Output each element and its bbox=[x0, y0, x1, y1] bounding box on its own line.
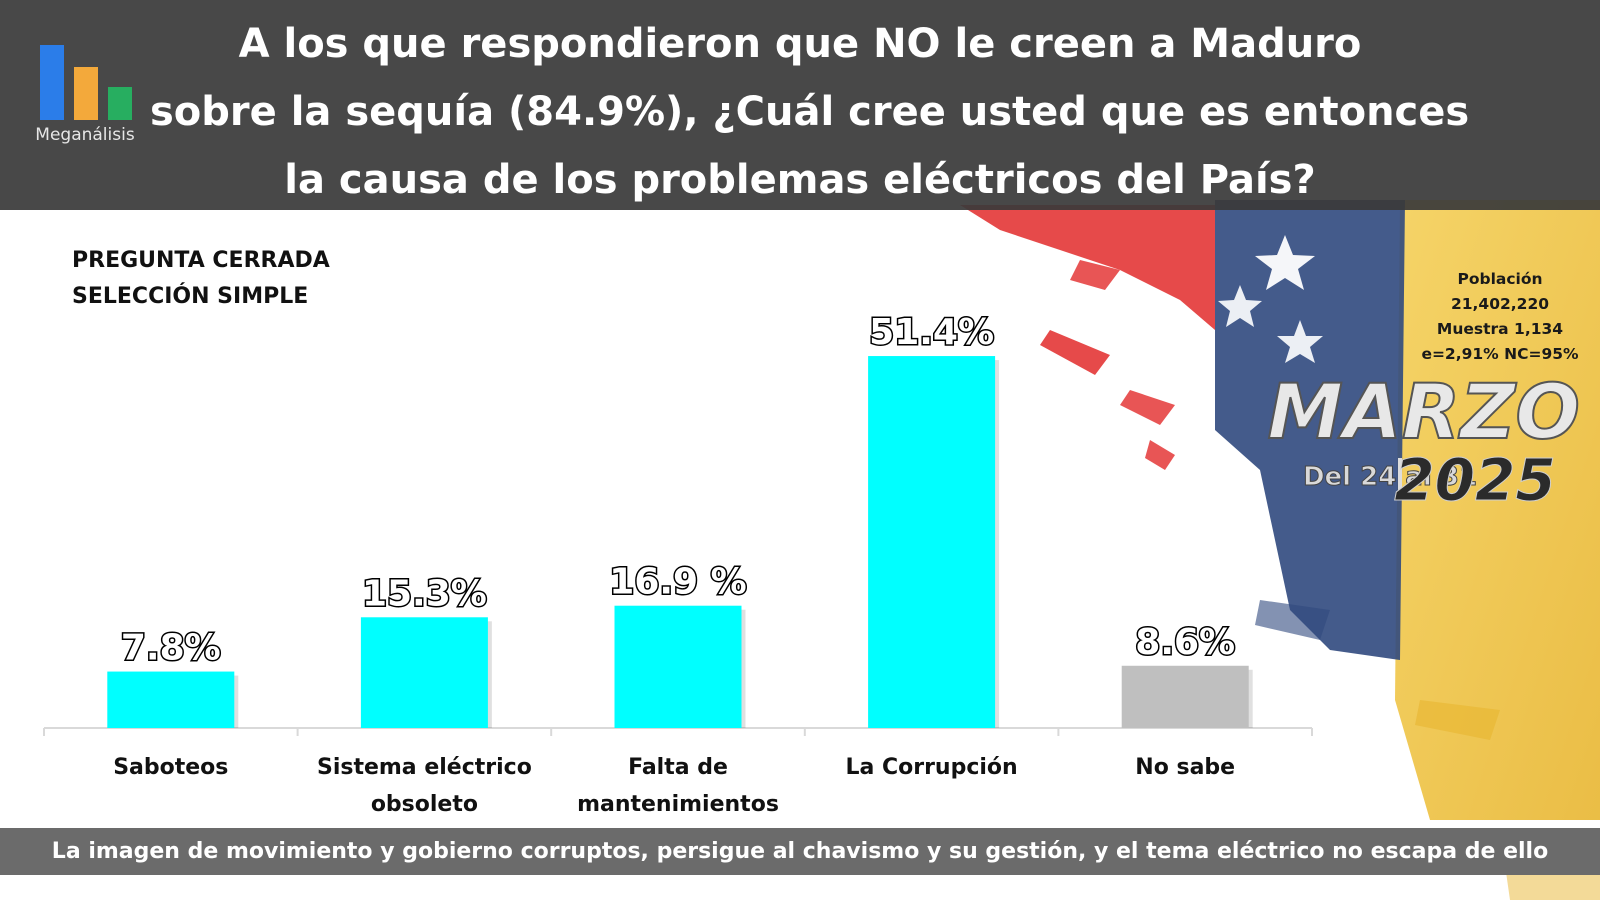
data-label: 51.4% bbox=[869, 312, 994, 353]
title-line-3: la causa de los problemas eléctricos del… bbox=[284, 157, 1316, 203]
data-label: 15.3% bbox=[362, 573, 487, 614]
header-bar: Meganálisis A los que respondieron que N… bbox=[0, 0, 1600, 210]
category-label: Falta de bbox=[628, 755, 728, 780]
period-month: MARZO bbox=[1267, 367, 1580, 456]
category-label: La Corrupción bbox=[845, 755, 1017, 780]
period-year: 2025 bbox=[1394, 446, 1555, 514]
survey-info: Población 21,402,220 Muestra 1,134 e=2,9… bbox=[1405, 267, 1595, 367]
footer-caption: La imagen de movimiento y gobierno corru… bbox=[0, 828, 1600, 875]
muestra-text: Muestra 1,134 bbox=[1436, 320, 1564, 338]
poblacion-label: Población bbox=[1457, 270, 1543, 288]
category-label: Sistema eléctrico bbox=[317, 755, 532, 780]
period-range: Del 24 al 31 bbox=[1303, 462, 1477, 492]
question-type: PREGUNTA CERRADA SELECCIÓN SIMPLE bbox=[72, 243, 330, 315]
bar bbox=[360, 617, 488, 728]
period-stamp: MARZO Del 24 al 31 2025 bbox=[1266, 366, 1581, 515]
page-title: A los que respondieron que NO le creen a… bbox=[150, 10, 1470, 214]
logo-text: Meganálisis bbox=[35, 125, 135, 145]
data-label: 16.9 % bbox=[609, 562, 746, 603]
bar bbox=[1121, 665, 1249, 728]
question-type-line-2: SELECCIÓN SIMPLE bbox=[72, 284, 309, 309]
title-line-1: A los que respondieron que NO le creen a… bbox=[238, 21, 1362, 67]
meganalisis-logo: Meganálisis bbox=[30, 40, 140, 150]
bar bbox=[107, 671, 235, 728]
category-label: No sabe bbox=[1135, 755, 1235, 780]
data-label: 8.6% bbox=[1135, 622, 1235, 663]
data-label: 7.8% bbox=[121, 628, 221, 669]
bar bbox=[614, 605, 742, 728]
question-type-line-1: PREGUNTA CERRADA bbox=[72, 248, 330, 273]
poblacion-value: 21,402,220 bbox=[1450, 295, 1550, 313]
category-label: obsoleto bbox=[371, 792, 478, 817]
title-line-2: sobre la sequía (84.9%), ¿Cuál cree uste… bbox=[150, 89, 1470, 135]
category-label: mantenimientos bbox=[577, 792, 779, 817]
margin-text: e=2,91% NC=95% bbox=[1421, 345, 1579, 363]
bar bbox=[868, 356, 996, 728]
category-label: Saboteos bbox=[113, 755, 228, 780]
bar-chart-logo-icon bbox=[40, 45, 132, 120]
